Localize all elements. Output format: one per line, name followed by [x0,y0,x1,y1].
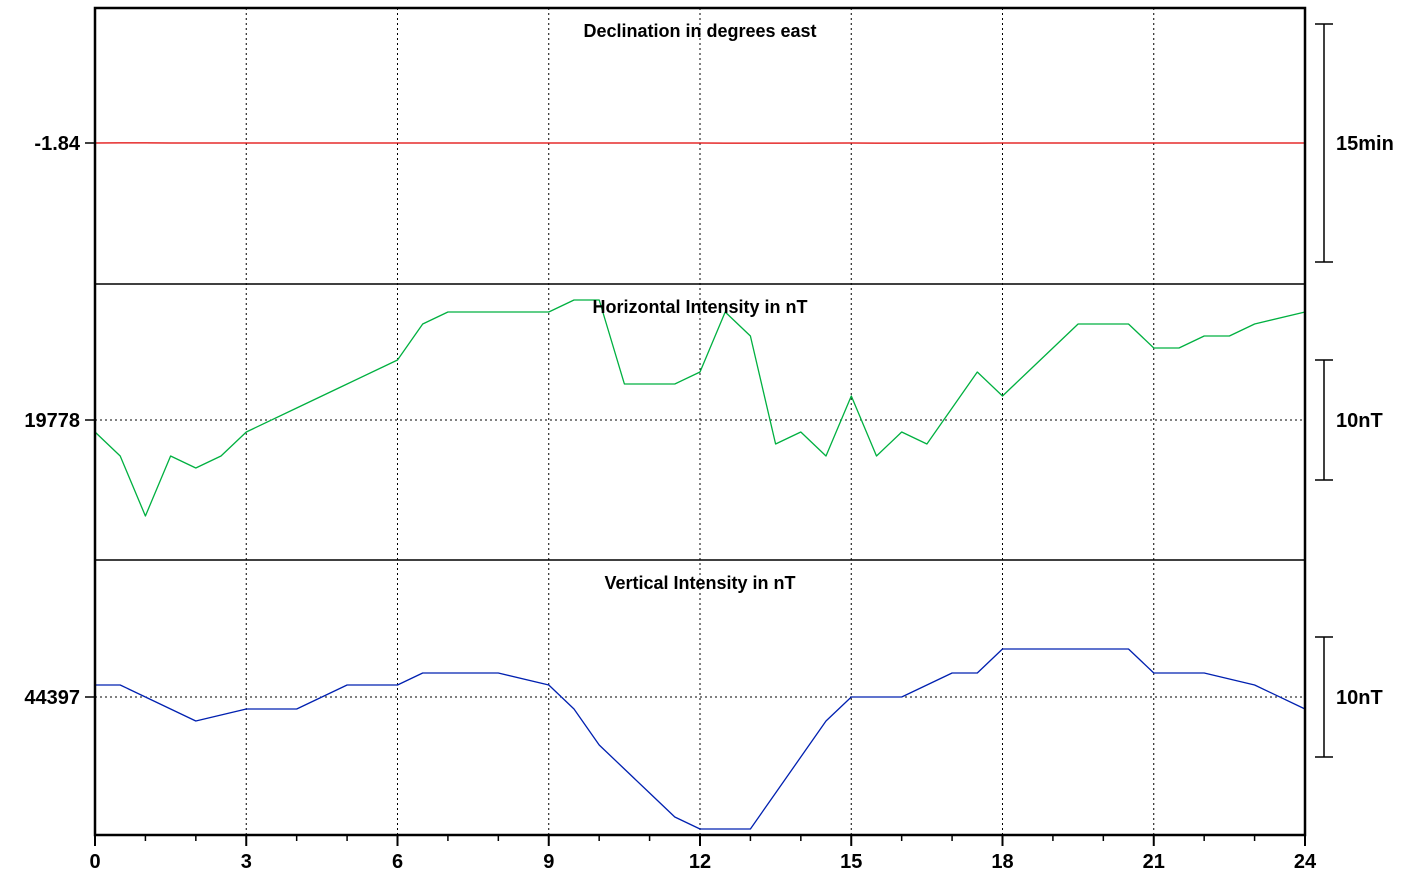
series-line-1 [94,299,1306,517]
x-tick-label-12: 12 [689,851,711,873]
panel-title-2: Vertical Intensity in nT [604,573,795,593]
x-tick-label-0: 0 [89,851,100,873]
scale-label-1: 10nT [1336,410,1383,432]
baseline-label-1: 19778 [24,410,80,432]
grid-lines [95,8,1305,835]
series-layer [94,142,1306,830]
scale-label-2: 10nT [1336,687,1383,709]
x-tick-label-6: 6 [392,851,403,873]
x-tick-label-3: 3 [241,851,252,873]
x-tick-label-24: 24 [1294,851,1317,873]
x-tick-label-15: 15 [840,851,862,873]
scale-label-0: 15min [1336,133,1394,155]
x-tick-label-21: 21 [1143,851,1165,873]
chart-frame [85,6,1333,846]
chart-labels: Declination in degrees east -1.84 15min Hor… [24,21,1393,873]
panel-title-1: Horizontal Intensity in nT [593,297,808,317]
x-tick-label-18: 18 [991,851,1013,873]
x-tick-label-9: 9 [543,851,554,873]
plot-frame [93,6,1307,837]
baseline-label-2: 44397 [24,687,80,709]
baseline-label-0: -1.84 [34,133,80,155]
panel-title-0: Declination in degrees east [583,21,816,41]
series-line-2 [95,648,1306,830]
